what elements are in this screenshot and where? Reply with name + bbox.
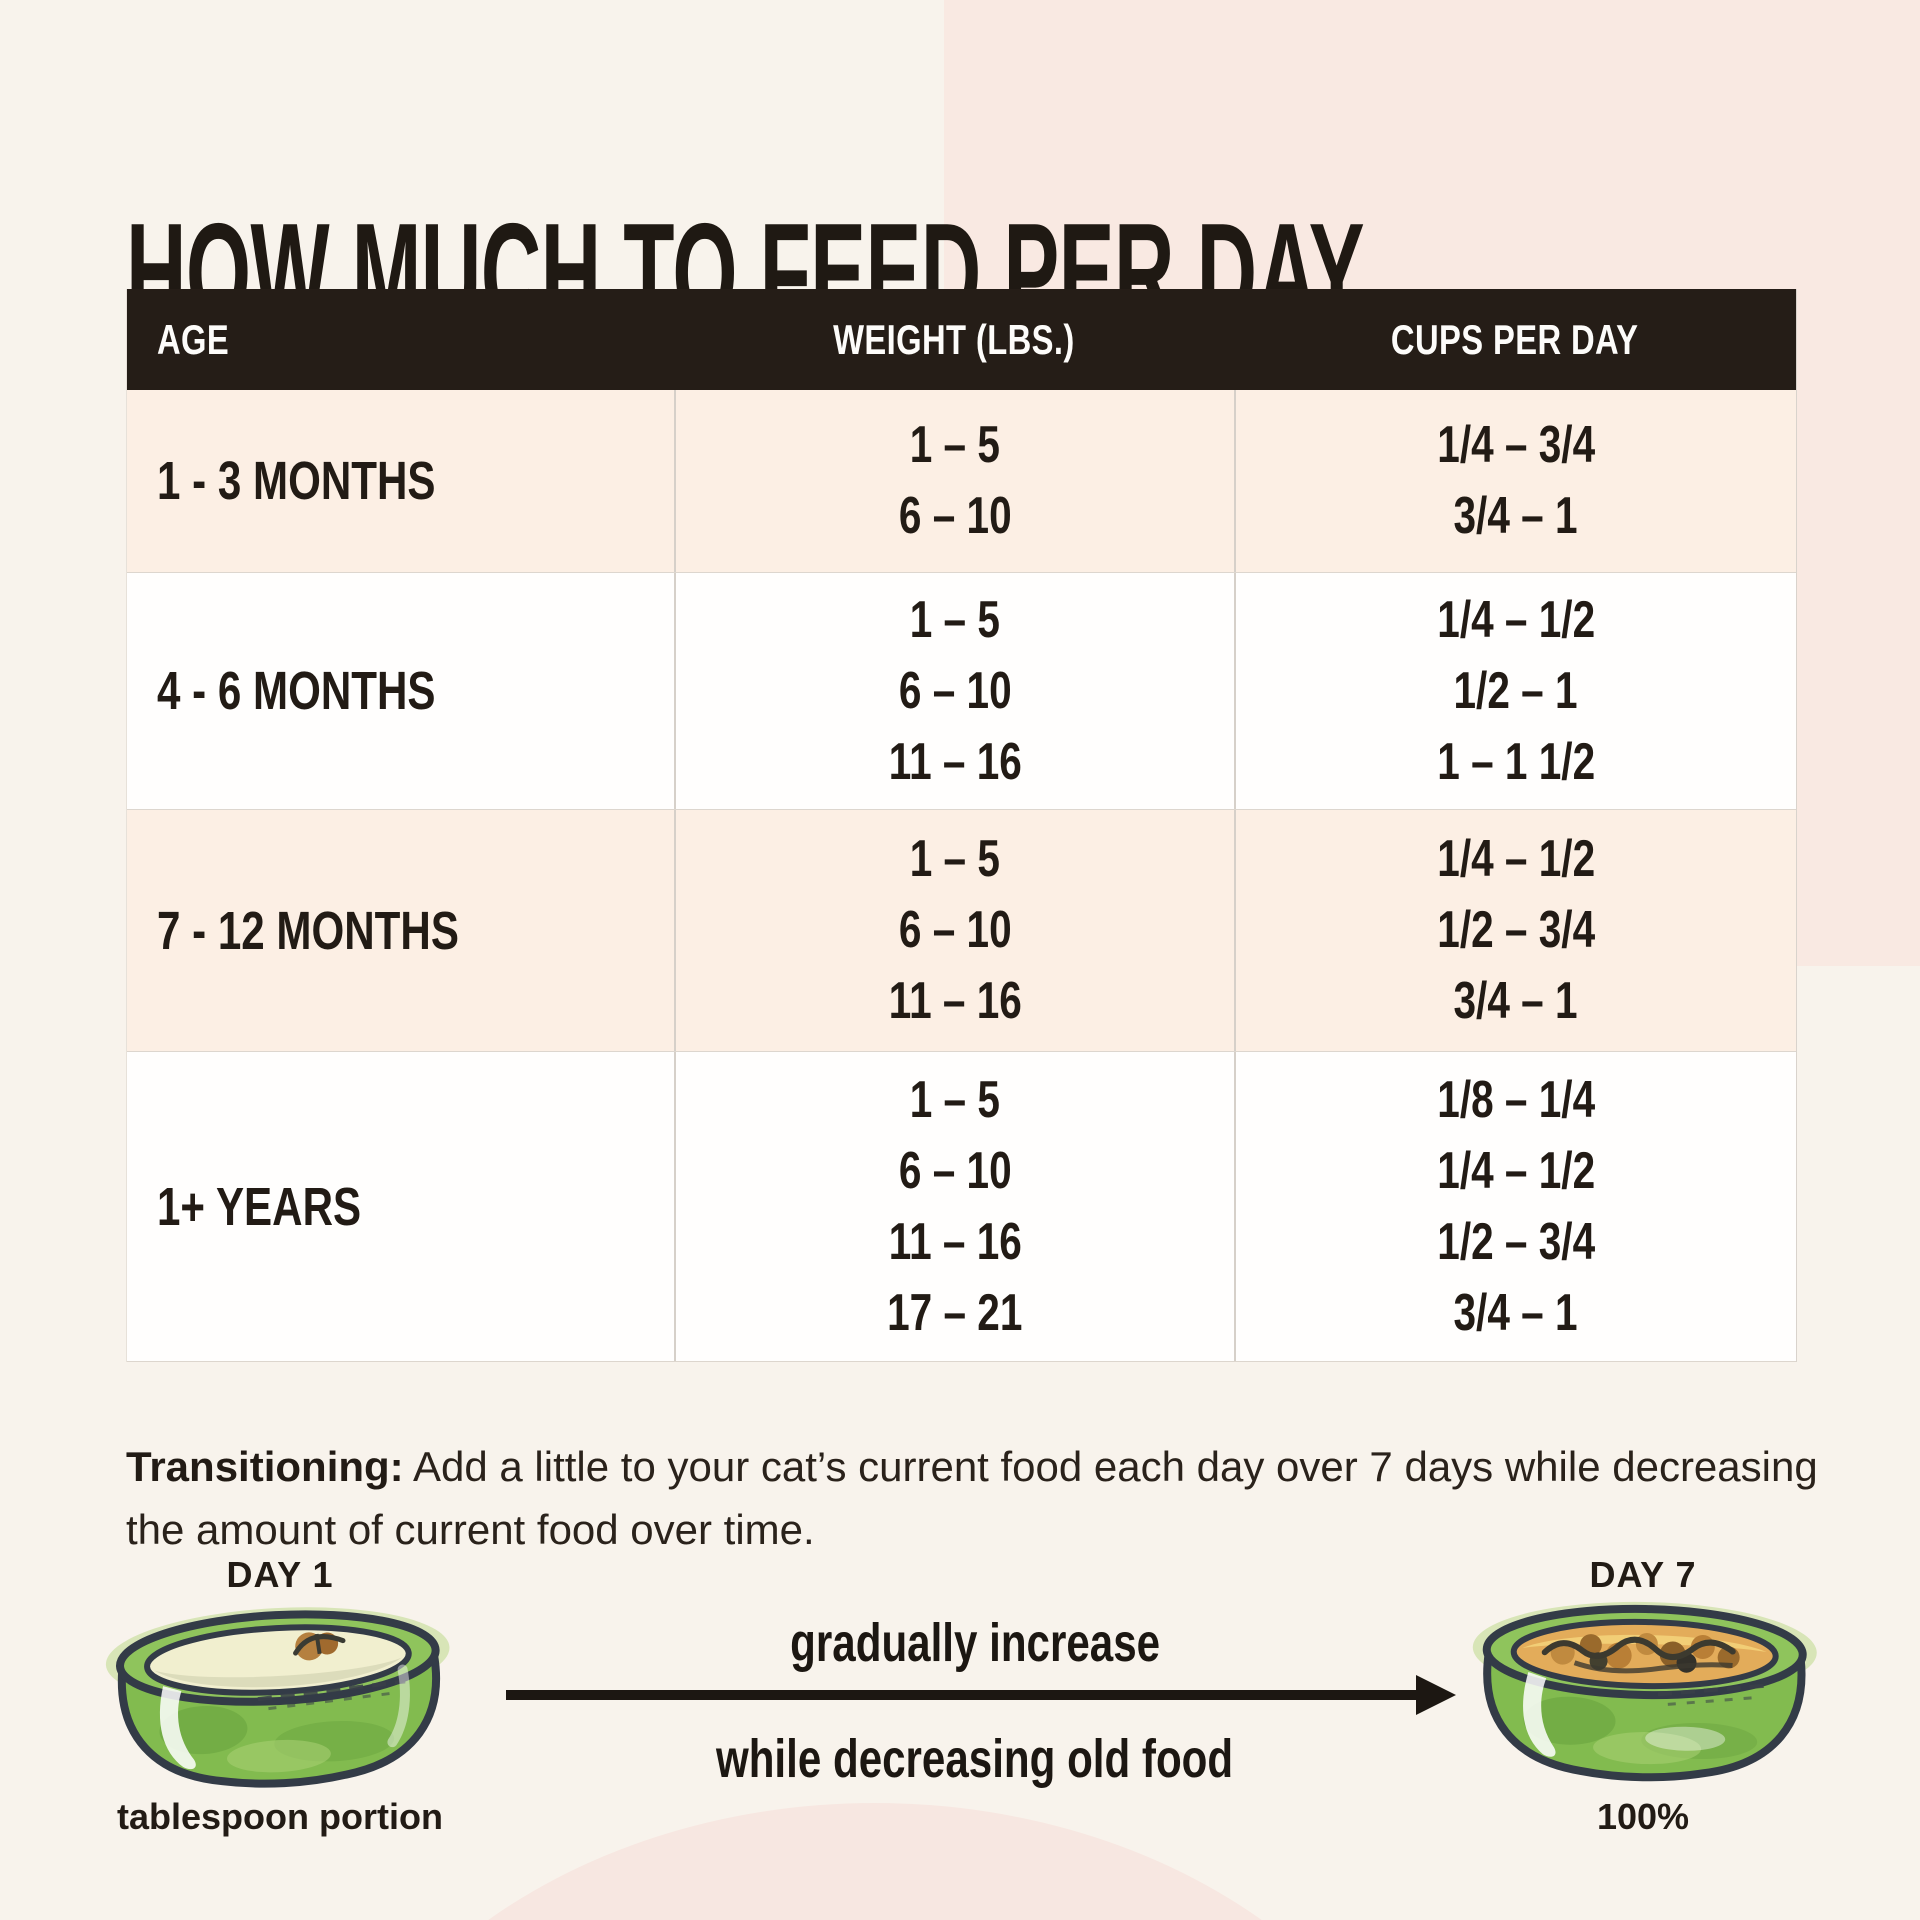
cups-cell: 1/4 – 1/2 1/2 – 1 1 – 1 1/2 <box>1234 573 1796 809</box>
feeding-table: AGE WEIGHT (LBS.) CUPS PER DAY 1 - 3 MON… <box>126 289 1797 1362</box>
day1-bowl-illustration <box>105 1607 450 1788</box>
feeding-table-header-row: AGE WEIGHT (LBS.) CUPS PER DAY <box>127 289 1796 390</box>
transition-arrow <box>506 1675 1456 1715</box>
age-cell: 1 - 3 MONTHS <box>157 451 436 511</box>
table-row: 1+ YEARS 1 – 5 6 – 10 11 – 16 17 – 21 1/… <box>127 1052 1796 1362</box>
table-row: 4 - 6 MONTHS 1 – 5 6 – 10 11 – 16 1/4 – … <box>127 573 1796 810</box>
age-cell: 4 - 6 MONTHS <box>157 661 436 721</box>
kibble-squiggle <box>1541 1636 1736 1661</box>
age-cell: 1+ YEARS <box>157 1176 362 1237</box>
arrow-text-bottom: while decreasing old food <box>716 1729 1234 1789</box>
day7-bowl-illustration <box>1472 1601 1817 1782</box>
header-cell-weight: WEIGHT (LBS.) <box>833 315 1075 363</box>
table-row: 1 - 3 MONTHS 1 – 5 6 – 10 1/4 – 3/4 3/4 … <box>127 390 1796 573</box>
header-cell-age: AGE <box>157 315 230 363</box>
day1-caption: tablespoon portion <box>117 1796 443 1837</box>
sketch-dashes <box>1657 1683 1773 1697</box>
transition-note: Transitioning: Add a little to your cat’… <box>126 1435 1846 1561</box>
highlight-streak <box>159 1686 196 1770</box>
transition-note-text: Add a little to your cat’s current food … <box>126 1443 1818 1553</box>
day7-caption: 100% <box>1596 1796 1690 1837</box>
weight-cell: 1 – 5 6 – 10 11 – 16 <box>674 573 1234 809</box>
arrow-text-top: gradually increase <box>790 1613 1160 1673</box>
weight-cell: 1 – 5 6 – 10 11 – 16 17 – 21 <box>674 1052 1234 1361</box>
header-cell-cups: CUPS PER DAY <box>1391 315 1639 363</box>
day1-label: DAY 1 <box>226 1554 334 1595</box>
cups-cell: 1/8 – 1/4 1/4 – 1/2 1/2 – 3/4 3/4 – 1 <box>1234 1052 1796 1361</box>
weight-cell: 1 – 5 6 – 10 <box>674 390 1234 572</box>
table-row: 7 - 12 MONTHS 1 – 5 6 – 10 11 – 16 1/4 –… <box>127 810 1796 1052</box>
cups-cell: 1/4 – 3/4 3/4 – 1 <box>1234 390 1796 572</box>
transition-note-label: Transitioning: <box>126 1443 404 1490</box>
age-cell: 7 - 12 MONTHS <box>157 900 459 961</box>
weight-cell: 1 – 5 6 – 10 11 – 16 <box>674 810 1234 1051</box>
highlight-streak <box>1523 1671 1556 1757</box>
cups-cell: 1/4 – 1/2 1/2 – 3/4 3/4 – 1 <box>1234 810 1796 1051</box>
day7-label: DAY 7 <box>1589 1554 1697 1595</box>
